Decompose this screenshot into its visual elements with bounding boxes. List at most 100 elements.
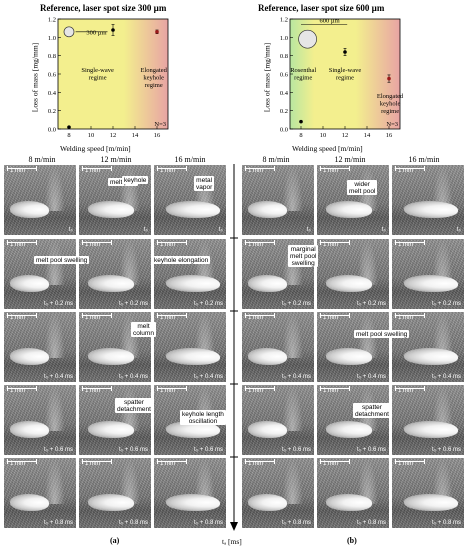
ann-b-marginal-melt-pool-swelling: marginal melt pool swelling	[288, 245, 319, 267]
chart-a-xlabel: Welding speed [m/min]	[60, 144, 131, 153]
frame-time-label: t₀ + 0.6 ms	[193, 447, 223, 453]
x-tick-label: 8	[299, 132, 302, 139]
scale-bar-label: 1 mm	[160, 461, 175, 467]
melt-pool-bead	[325, 348, 373, 366]
frame-a-12-t4: 1 mm t₀ + 0.8 ms	[79, 458, 151, 528]
scale-bar-label: 1 mm	[323, 461, 338, 467]
scale-bar	[157, 386, 187, 395]
frame-time-label: t₀ + 0.8 ms	[118, 520, 148, 526]
scale-bar	[395, 386, 425, 395]
frame-time-label: t₀ + 0.6 ms	[118, 447, 148, 453]
scale-bar-label: 1 mm	[10, 168, 25, 174]
vapor-plume	[193, 458, 216, 504]
spot-size-label: 300 µm	[86, 29, 106, 36]
col-head-b-12: 12 m/min	[334, 155, 366, 164]
melt-pool-bead	[9, 275, 50, 293]
scale-bar-label: 1 mm	[323, 315, 338, 321]
chart-a-title: Reference, laser spot size 300 µm	[40, 3, 167, 13]
frame-time-label: t₀ + 0.4 ms	[356, 374, 386, 380]
melt-pool-bead	[403, 275, 458, 293]
y-tick-label: 0.0	[48, 127, 56, 134]
laser-spot-circle	[298, 29, 317, 49]
ann-b-spatter-detachment: spatter detachment	[353, 403, 391, 418]
frame-time-label: t₀ + 0.4 ms	[281, 374, 311, 380]
scale-bar-label: 1 mm	[248, 242, 263, 248]
frame-a-8-t1: 1 mm t₀ + 0.2 ms	[4, 239, 76, 309]
chart-b-title: Reference, laser spot size 600 µm	[258, 3, 385, 13]
frame-noise	[392, 458, 464, 528]
frame-noise	[79, 385, 151, 455]
x-tick-label: 16	[386, 132, 393, 139]
vapor-plume	[118, 458, 141, 504]
frame-time-label: t₀ + 0.6 ms	[43, 447, 73, 453]
frame-time-label: t₀ + 0.6 ms	[431, 447, 461, 453]
scale-bar	[395, 313, 425, 322]
scale-bar-label: 1 mm	[160, 315, 175, 321]
frame-noise	[4, 385, 76, 455]
frame-noise	[392, 385, 464, 455]
scale-bar	[82, 459, 112, 468]
vapor-plume	[43, 458, 66, 504]
scale-bar	[395, 459, 425, 468]
vapor-plume	[281, 312, 304, 358]
scale-bar-label: 1 mm	[10, 388, 25, 394]
frame-b-12-t3: 1 mm t₀ + 0.6 ms	[317, 385, 389, 455]
ann-a-metal-vapor: metal vapor	[194, 176, 215, 191]
vapor-plume	[193, 312, 216, 358]
ann-b-wider-melt-pool: wider melt pool	[347, 180, 378, 195]
melt-pool-bead	[403, 348, 458, 366]
frame-b-12-t2: 1 mm t₀ + 0.4 ms	[317, 312, 389, 382]
scale-bar	[82, 313, 112, 322]
scale-bar	[7, 166, 37, 175]
scale-bar-label: 1 mm	[85, 168, 100, 174]
scale-bar-label: 1 mm	[160, 388, 175, 394]
frame-time-label: t₀ + 0.2 ms	[43, 301, 73, 307]
scale-bar-label: 1 mm	[248, 168, 263, 174]
melt-pool-bead	[87, 421, 135, 439]
scale-bar	[395, 166, 425, 175]
frame-noise	[317, 458, 389, 528]
melt-pool-bead	[325, 494, 373, 512]
ann-a-melt-pool-swelling: melt pool swelling	[34, 256, 90, 264]
frame-a-16-t2: 1 mm t₀ + 0.4 ms	[154, 312, 226, 382]
scale-bar	[320, 166, 350, 175]
col-head-b-16: 16 m/min	[408, 155, 440, 164]
scale-bar-label: 1 mm	[85, 315, 100, 321]
scale-bar-label: 1 mm	[85, 242, 100, 248]
frame-noise	[242, 385, 314, 455]
data-point	[343, 50, 347, 54]
frame-a-8-t4: 1 mm t₀ + 0.8 ms	[4, 458, 76, 528]
chart-a-ylabel: Loss of mass [mg/mm]	[30, 42, 40, 113]
frame-noise	[79, 458, 151, 528]
scale-bar	[320, 459, 350, 468]
regime-label: Rosenthal regime	[290, 67, 316, 82]
regime-label: Single-wave regime	[329, 67, 362, 82]
vapor-plume	[431, 239, 454, 285]
scale-bar	[320, 386, 350, 395]
data-point	[67, 125, 71, 129]
melt-pool-bead	[247, 421, 288, 439]
frame-noise	[154, 458, 226, 528]
frame-a-16-t0: 1 mm t₀	[154, 165, 226, 235]
frame-noise	[154, 239, 226, 309]
melt-pool-bead	[87, 348, 135, 366]
frame-noise	[4, 239, 76, 309]
melt-pool-bead	[247, 494, 288, 512]
scale-bar	[157, 313, 187, 322]
y-tick-label: 0.0	[280, 127, 288, 134]
scale-bar-label: 1 mm	[160, 168, 175, 174]
scale-bar	[82, 240, 112, 249]
scale-bar-label: 1 mm	[323, 388, 338, 394]
y-tick-label: 0.4	[48, 90, 57, 97]
scale-bar	[7, 313, 37, 322]
frame-b-8-t3: 1 mm t₀ + 0.6 ms	[242, 385, 314, 455]
plot-area	[57, 18, 169, 130]
melt-pool-bead	[87, 201, 135, 219]
vapor-plume	[118, 239, 141, 285]
frame-noise	[4, 458, 76, 528]
chart-a-plot: 0.0 0.2 0.4 0.6 0.8 1.0 1.2 8 10 12 14 16 300 µm Sing…	[48, 17, 169, 139]
spot-size-label: 600 µm	[320, 18, 340, 25]
frame-time-label: t₀	[68, 227, 73, 233]
frame-time-label: t₀	[456, 227, 461, 233]
frame-noise	[79, 239, 151, 309]
